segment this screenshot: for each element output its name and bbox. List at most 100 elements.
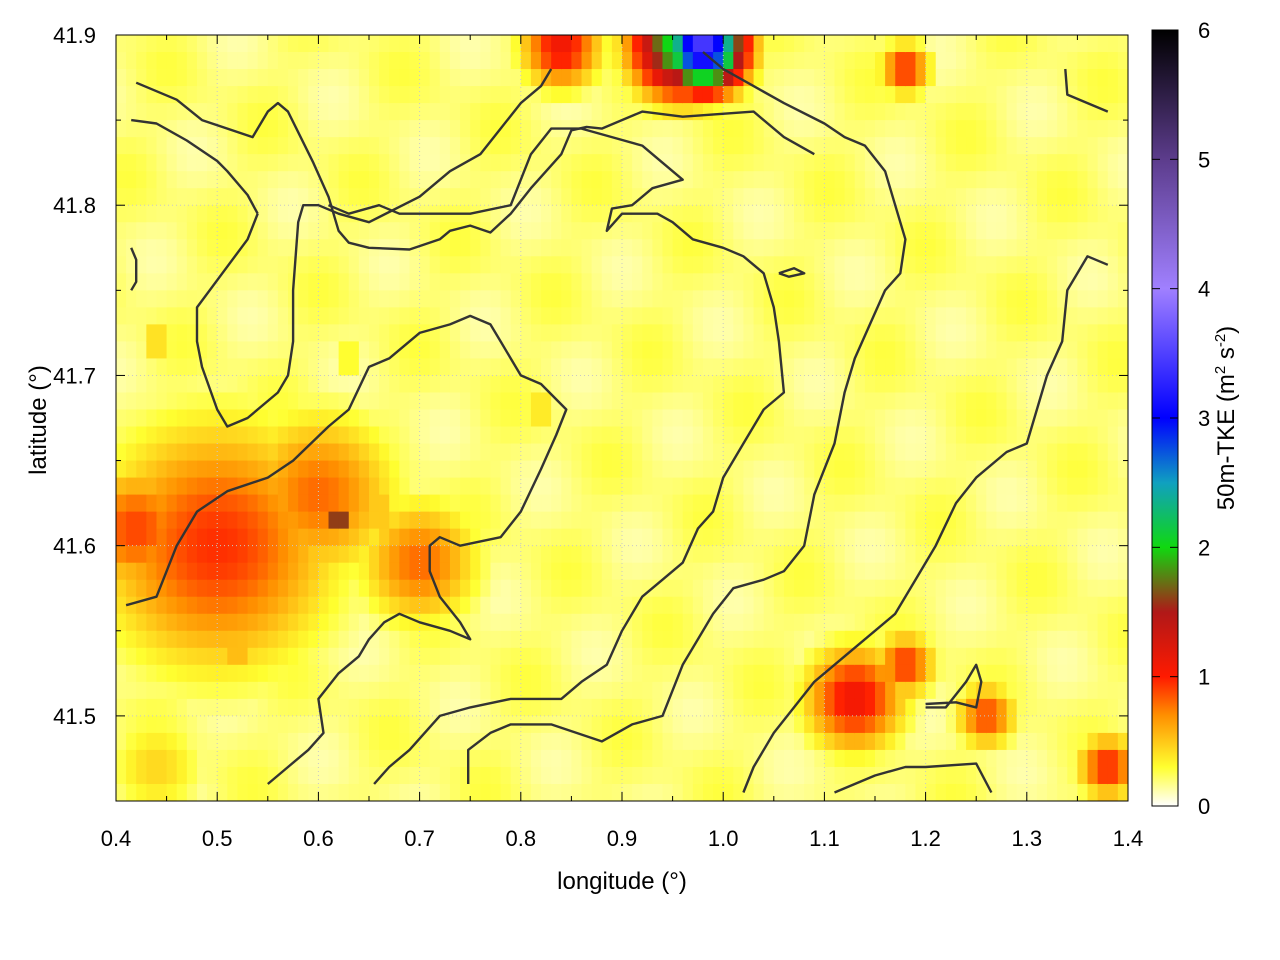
heatmap-cell <box>227 732 239 751</box>
heatmap-cell <box>955 188 967 206</box>
heatmap-cell <box>186 69 198 87</box>
heatmap-cell <box>530 613 542 632</box>
heatmap-cell <box>136 307 147 325</box>
heatmap-cell <box>642 562 653 581</box>
heatmap-cell <box>338 732 350 751</box>
heatmap-cell <box>490 715 502 734</box>
heatmap-cell <box>510 273 522 291</box>
heatmap-cell <box>632 613 643 632</box>
heatmap-cell <box>601 443 613 462</box>
heatmap-cell <box>864 426 876 445</box>
heatmap-cell <box>186 324 198 342</box>
heatmap-cell <box>591 460 603 479</box>
heatmap-cell <box>358 766 370 785</box>
heatmap-cell <box>794 35 805 53</box>
heatmap-cell <box>520 86 532 104</box>
heatmap-cell <box>622 171 633 189</box>
heatmap-cell <box>895 358 906 377</box>
heatmap-cell <box>176 562 188 581</box>
heatmap-cell <box>196 392 208 411</box>
heatmap-cell <box>905 647 917 666</box>
heatmap-cell <box>389 222 400 240</box>
heatmap-cell <box>854 630 866 649</box>
heatmap-cell <box>1006 69 1018 87</box>
heatmap-cell <box>439 477 451 496</box>
heatmap-cell <box>794 681 805 700</box>
heatmap-cell <box>1006 749 1018 768</box>
heatmap-cell <box>530 732 542 751</box>
heatmap-cell <box>480 205 492 223</box>
heatmap-cell <box>955 613 967 632</box>
heatmap-cell <box>530 375 542 394</box>
heatmap-cell <box>753 273 765 291</box>
heatmap-cell <box>551 596 562 615</box>
heatmap-cell <box>875 613 886 632</box>
heatmap-cell <box>389 613 400 632</box>
heatmap-cell <box>682 630 694 649</box>
heatmap-cell <box>298 188 309 206</box>
heatmap-cell <box>449 290 461 308</box>
heatmap-cell <box>996 766 1008 785</box>
heatmap-cell <box>642 613 653 632</box>
heatmap-cell <box>753 579 765 598</box>
heatmap-cell <box>1047 443 1058 462</box>
heatmap-cell <box>1047 154 1058 172</box>
heatmap-cell <box>692 664 704 683</box>
heatmap-cell <box>1077 171 1089 189</box>
heatmap-cell <box>976 375 987 394</box>
heatmap-cell <box>804 239 815 257</box>
heatmap-cell <box>156 766 168 785</box>
heatmap-cell <box>632 188 643 206</box>
heatmap-cell <box>976 273 987 291</box>
heatmap-cell <box>1077 358 1089 377</box>
heatmap-cell <box>834 443 846 462</box>
heatmap-cell <box>1016 358 1028 377</box>
heatmap-cell <box>126 52 137 70</box>
heatmap-cell <box>551 613 562 632</box>
heatmap-cell <box>348 358 360 377</box>
heatmap-cell <box>1087 749 1099 768</box>
heatmap-cell <box>237 341 249 360</box>
heatmap-cell <box>1006 562 1018 581</box>
heatmap-cell <box>966 460 977 479</box>
heatmap-cell <box>682 392 694 411</box>
heatmap-cell <box>439 188 451 206</box>
heatmap-cell <box>338 341 350 360</box>
heatmap-cell <box>1087 35 1099 53</box>
heatmap-cell <box>1026 171 1038 189</box>
heatmap-cell <box>1006 647 1018 666</box>
heatmap-cell <box>955 205 967 223</box>
heatmap-cell <box>429 664 441 683</box>
heatmap-cell <box>642 647 653 666</box>
heatmap-cell <box>399 120 411 138</box>
heatmap-cell <box>1097 477 1109 496</box>
heatmap-cell <box>551 188 562 206</box>
heatmap-cell <box>1067 681 1078 700</box>
heatmap-cell <box>864 120 876 138</box>
heatmap-cell <box>1117 698 1128 717</box>
heatmap-cell <box>166 290 178 308</box>
heatmap-cell <box>611 188 623 206</box>
heatmap-cell <box>369 137 380 155</box>
heatmap-cell <box>783 477 795 496</box>
heatmap-cell <box>551 69 562 87</box>
heatmap-cell <box>864 273 876 291</box>
heatmap-cell <box>945 494 957 513</box>
heatmap-cell <box>267 562 279 581</box>
heatmap-cell <box>763 596 775 615</box>
heatmap-cell <box>834 103 846 121</box>
heatmap-cell <box>773 69 785 87</box>
heatmap-cell <box>834 579 846 598</box>
heatmap-cell <box>126 528 137 547</box>
heatmap-cell <box>804 460 815 479</box>
heatmap-cell <box>692 375 704 394</box>
heatmap-cell <box>358 86 370 104</box>
heatmap-cell <box>1016 324 1028 342</box>
heatmap-cell <box>520 664 532 683</box>
heatmap-cell <box>885 630 896 649</box>
heatmap-cell <box>824 307 836 325</box>
heatmap-cell <box>136 477 147 496</box>
heatmap-cell <box>702 511 714 530</box>
heatmap-cell <box>915 256 927 274</box>
heatmap-cell <box>500 290 512 308</box>
